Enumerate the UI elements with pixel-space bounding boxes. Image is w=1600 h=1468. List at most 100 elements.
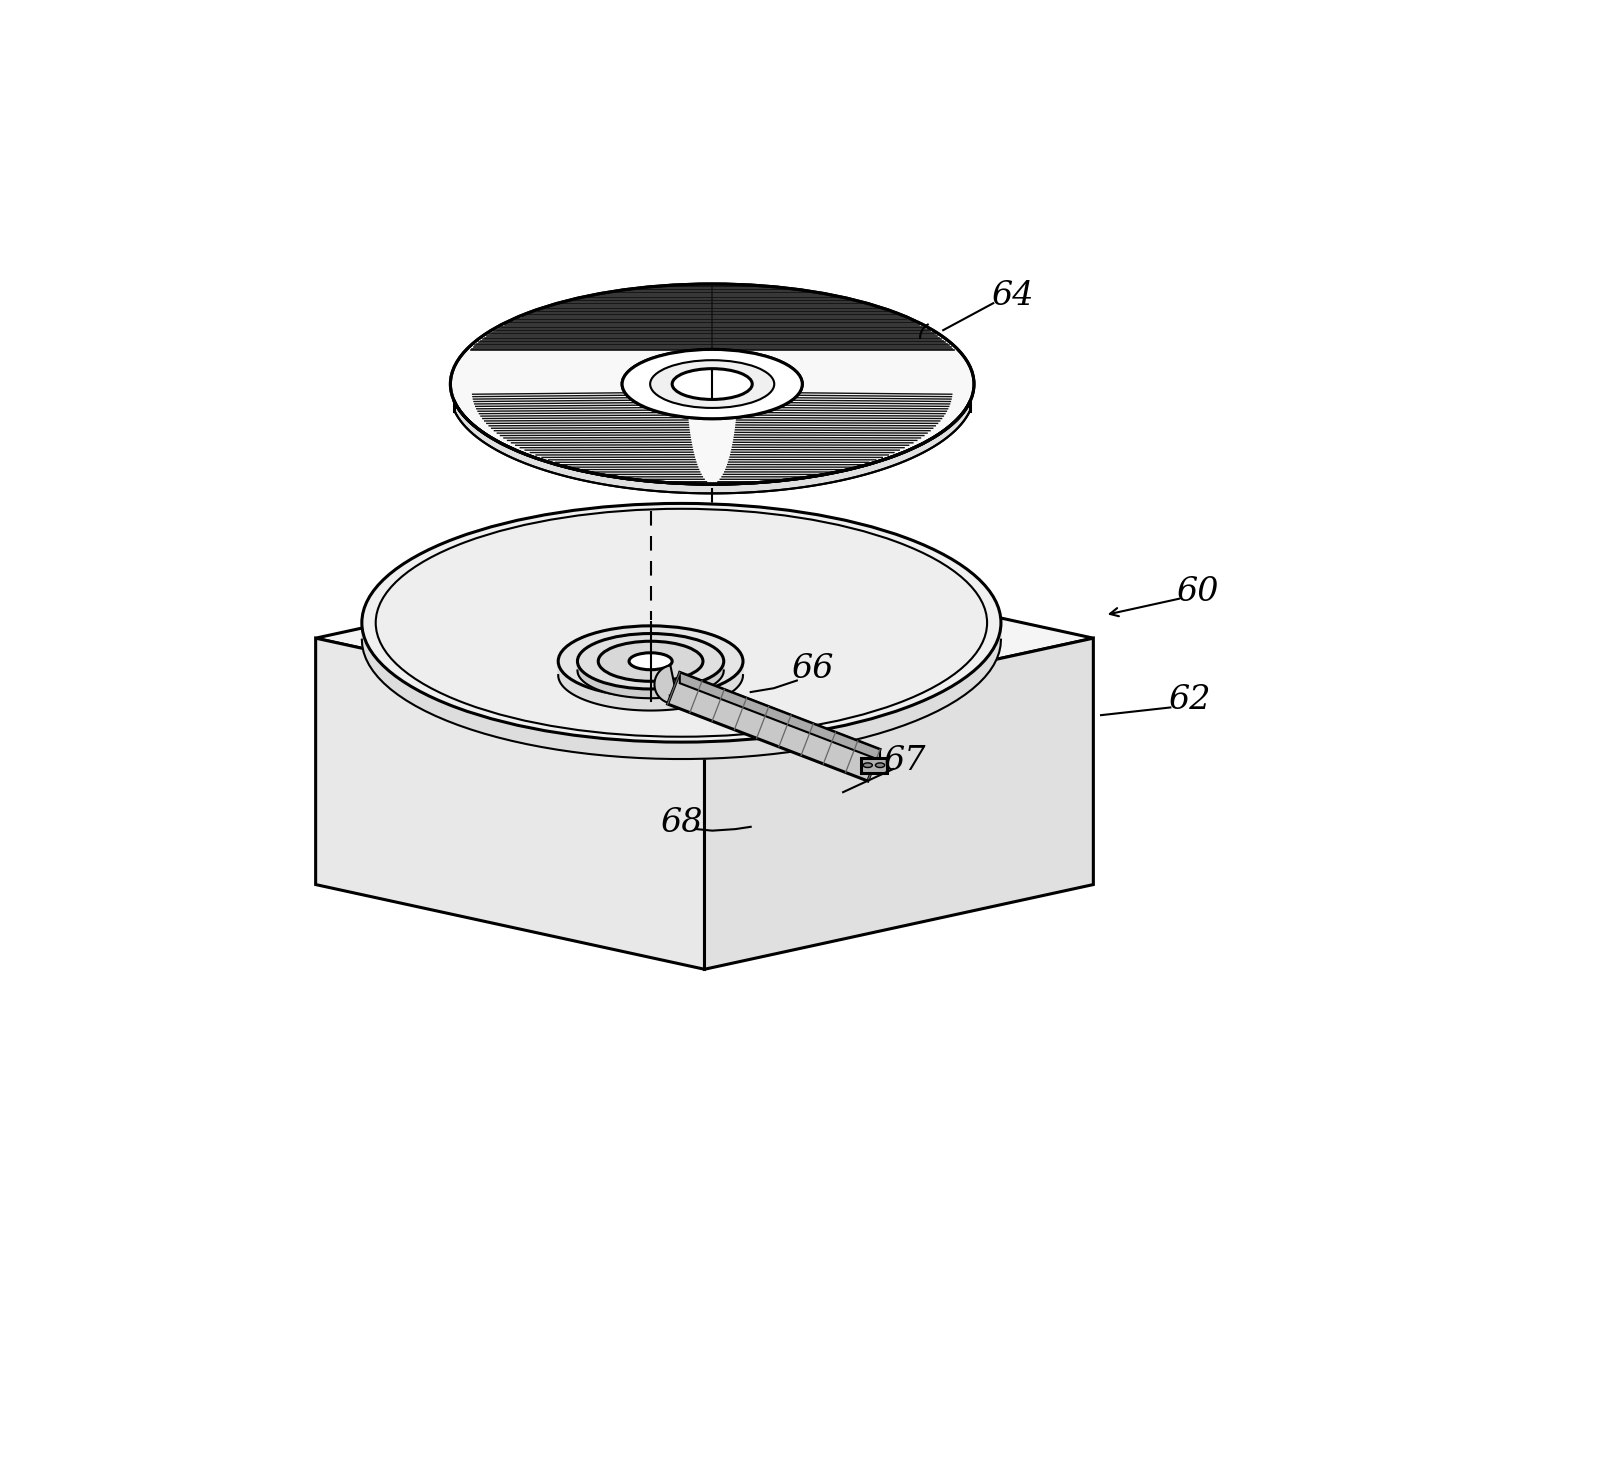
Text: 67: 67 xyxy=(883,746,926,778)
Text: 64: 64 xyxy=(992,279,1034,311)
Polygon shape xyxy=(707,484,717,493)
Ellipse shape xyxy=(648,360,776,408)
Polygon shape xyxy=(546,461,554,473)
Polygon shape xyxy=(824,473,832,484)
Polygon shape xyxy=(531,457,539,468)
Text: 68: 68 xyxy=(661,807,702,838)
Polygon shape xyxy=(568,468,576,479)
Polygon shape xyxy=(912,446,917,458)
Polygon shape xyxy=(698,484,707,493)
Polygon shape xyxy=(861,757,886,774)
Polygon shape xyxy=(662,483,670,492)
Polygon shape xyxy=(654,665,677,703)
Ellipse shape xyxy=(629,653,672,669)
Polygon shape xyxy=(886,457,893,468)
Polygon shape xyxy=(576,470,584,480)
Polygon shape xyxy=(362,622,1002,759)
Ellipse shape xyxy=(650,360,774,408)
Text: 62: 62 xyxy=(1168,684,1211,716)
Polygon shape xyxy=(917,443,923,455)
Polygon shape xyxy=(667,672,880,781)
Polygon shape xyxy=(461,413,464,424)
Polygon shape xyxy=(680,672,880,760)
Polygon shape xyxy=(454,401,456,414)
Polygon shape xyxy=(840,470,848,480)
Polygon shape xyxy=(618,477,626,487)
Polygon shape xyxy=(848,468,856,479)
Ellipse shape xyxy=(598,642,702,681)
Polygon shape xyxy=(933,435,938,446)
Ellipse shape xyxy=(862,763,872,768)
Polygon shape xyxy=(717,484,726,493)
Polygon shape xyxy=(771,480,781,490)
Polygon shape xyxy=(477,429,482,440)
Polygon shape xyxy=(635,480,643,490)
Polygon shape xyxy=(626,479,635,489)
Polygon shape xyxy=(670,483,680,493)
Polygon shape xyxy=(643,480,653,490)
Polygon shape xyxy=(806,476,816,486)
Polygon shape xyxy=(560,465,568,477)
Polygon shape xyxy=(512,449,518,461)
Polygon shape xyxy=(578,661,723,699)
Polygon shape xyxy=(736,483,744,493)
Polygon shape xyxy=(608,476,618,486)
Ellipse shape xyxy=(624,351,800,418)
Polygon shape xyxy=(315,553,1093,722)
Polygon shape xyxy=(950,421,955,435)
Ellipse shape xyxy=(672,368,752,399)
Polygon shape xyxy=(744,483,754,493)
Polygon shape xyxy=(790,479,798,489)
Polygon shape xyxy=(554,464,560,474)
Polygon shape xyxy=(754,483,763,492)
Ellipse shape xyxy=(376,509,987,737)
Text: 60: 60 xyxy=(1176,575,1219,608)
Text: 66: 66 xyxy=(790,653,834,686)
Polygon shape xyxy=(938,432,942,443)
Polygon shape xyxy=(458,408,461,421)
Ellipse shape xyxy=(558,625,742,697)
Polygon shape xyxy=(955,418,958,432)
Polygon shape xyxy=(584,471,592,482)
Polygon shape xyxy=(600,474,608,486)
Polygon shape xyxy=(704,639,1093,969)
Polygon shape xyxy=(456,405,458,417)
Polygon shape xyxy=(893,454,899,465)
Polygon shape xyxy=(653,482,662,492)
Polygon shape xyxy=(947,426,950,437)
Polygon shape xyxy=(525,454,531,465)
Polygon shape xyxy=(878,459,886,471)
Polygon shape xyxy=(507,446,512,458)
Polygon shape xyxy=(726,484,736,493)
Polygon shape xyxy=(968,401,970,414)
Polygon shape xyxy=(899,452,906,464)
Polygon shape xyxy=(763,482,771,492)
Polygon shape xyxy=(539,459,546,471)
Polygon shape xyxy=(518,452,525,464)
Ellipse shape xyxy=(578,634,723,688)
Polygon shape xyxy=(864,464,872,474)
Polygon shape xyxy=(906,449,912,461)
Polygon shape xyxy=(501,443,507,455)
Polygon shape xyxy=(558,661,742,711)
Polygon shape xyxy=(963,408,966,421)
Polygon shape xyxy=(966,405,968,417)
Polygon shape xyxy=(466,418,470,432)
Ellipse shape xyxy=(622,349,802,418)
Polygon shape xyxy=(781,480,790,490)
Polygon shape xyxy=(690,484,698,493)
Ellipse shape xyxy=(362,504,1002,743)
Polygon shape xyxy=(482,432,486,443)
Polygon shape xyxy=(856,465,864,477)
Polygon shape xyxy=(496,440,501,452)
Polygon shape xyxy=(592,473,600,484)
Polygon shape xyxy=(680,483,690,493)
Polygon shape xyxy=(315,639,704,969)
Polygon shape xyxy=(816,474,824,486)
Polygon shape xyxy=(928,437,933,449)
Polygon shape xyxy=(464,415,466,427)
Polygon shape xyxy=(798,477,806,487)
Polygon shape xyxy=(832,471,840,482)
Polygon shape xyxy=(923,440,928,452)
Ellipse shape xyxy=(622,349,802,418)
